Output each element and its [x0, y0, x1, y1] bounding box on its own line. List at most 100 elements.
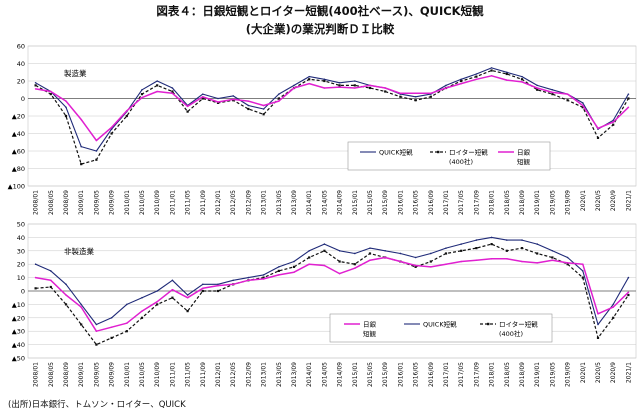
- data-point-tankan: [110, 326, 113, 328]
- y-tick-label: ▲60: [12, 148, 25, 156]
- x-tick-label: 2014/09: [337, 362, 344, 387]
- data-point-reuters: [536, 88, 539, 91]
- data-point-tankan: [338, 272, 341, 275]
- data-point-quick: [247, 276, 250, 279]
- x-tick-label: 2020/1: [580, 362, 587, 383]
- data-point-reuters: [49, 93, 52, 96]
- data-point-reuters: [262, 113, 265, 116]
- x-tick-label: 2008/01: [33, 190, 40, 215]
- data-point-reuters: [156, 303, 159, 306]
- data-point-quick: [490, 236, 493, 239]
- data-point-quick: [171, 279, 174, 282]
- data-point-tankan: [475, 259, 478, 261]
- data-point-quick: [354, 80, 356, 82]
- legend-label: 短観: [517, 157, 531, 166]
- series-line-tankan: [35, 75, 629, 142]
- data-point-reuters: [49, 285, 52, 289]
- data-point-reuters: [186, 110, 189, 113]
- data-point-quick: [34, 263, 37, 266]
- data-point-quick: [582, 270, 584, 272]
- data-point-reuters: [232, 99, 235, 102]
- x-tick-label: 2012/05: [230, 190, 237, 215]
- x-tick-label: 2010/09: [154, 190, 161, 215]
- data-point-tankan: [126, 322, 128, 324]
- data-point-quick: [262, 274, 265, 276]
- data-point-reuters: [414, 265, 417, 268]
- data-point-reuters: [125, 114, 128, 118]
- x-tick-label: 2011/05: [185, 190, 192, 215]
- data-point-quick: [232, 95, 234, 97]
- data-point-tankan: [536, 262, 538, 264]
- x-tick-label: 2008/09: [63, 190, 70, 215]
- data-point-reuters: [308, 78, 311, 81]
- data-point-reuters: [429, 95, 432, 98]
- data-point-reuters: [429, 260, 432, 263]
- data-point-tankan: [50, 279, 52, 282]
- x-tick-label: 2009/09: [109, 362, 116, 387]
- x-tick-label: 2010/05: [139, 190, 146, 215]
- data-point-reuters: [110, 336, 113, 339]
- legend-label: QUICK短観: [379, 148, 413, 157]
- data-point-reuters: [566, 263, 569, 266]
- data-point-reuters: [627, 97, 630, 100]
- x-tick-label: 2011/01: [169, 362, 176, 387]
- legend-label: ロイター短観: [499, 320, 538, 329]
- data-point-tankan: [156, 90, 158, 93]
- y-tick-label: ▲50: [12, 355, 25, 363]
- data-point-quick: [460, 78, 463, 81]
- x-tick-label: 2011/01: [169, 190, 176, 215]
- x-tick-label: 2018/05: [504, 190, 511, 215]
- x-tick-label: 2012/09: [245, 190, 252, 215]
- data-point-tankan: [369, 259, 371, 261]
- x-tick-label: 2019/05: [549, 190, 556, 215]
- data-point-tankan: [582, 104, 584, 107]
- data-point-reuters: [627, 293, 630, 297]
- legend-label: (400社): [499, 329, 523, 338]
- data-point-reuters: [490, 243, 493, 246]
- data-point-tankan: [34, 276, 37, 279]
- legend-label: (400社): [449, 157, 473, 166]
- data-point-quick: [126, 303, 128, 306]
- data-point-quick: [156, 290, 158, 292]
- x-tick-label: 2018/09: [519, 190, 526, 215]
- data-point-reuters: [140, 93, 144, 96]
- data-point-reuters: [475, 75, 478, 78]
- chart-title-line2: (大企業)の業況判断ＤＩ比較: [245, 22, 395, 36]
- x-tick-label: 2013/01: [261, 190, 268, 215]
- legend-label: 日銀: [517, 148, 531, 157]
- data-point-reuters: [414, 99, 417, 102]
- series-line-reuters: [35, 243, 629, 346]
- data-point-quick: [399, 252, 402, 255]
- data-point-quick: [293, 260, 295, 263]
- data-point-reuters: [353, 263, 356, 266]
- data-point-reuters: [201, 97, 204, 100]
- x-tick-label: 2016/09: [428, 362, 435, 387]
- panel-label: 非製造業: [64, 246, 94, 256]
- data-point-quick: [156, 80, 158, 82]
- data-point-quick: [414, 256, 417, 259]
- data-point-tankan: [80, 118, 82, 121]
- data-point-reuters: [536, 252, 539, 255]
- x-tick-label: 2016/01: [397, 190, 404, 215]
- y-tick-label: ▲30: [12, 328, 25, 336]
- data-point-reuters: [520, 247, 524, 250]
- data-point-tankan: [521, 81, 523, 83]
- data-point-tankan: [597, 312, 599, 315]
- data-point-tankan: [566, 262, 569, 264]
- data-point-reuters: [551, 256, 554, 259]
- x-tick-label: 2014/09: [337, 190, 344, 215]
- x-tick-label: 2019/09: [565, 190, 572, 215]
- data-point-reuters: [475, 247, 478, 250]
- y-tick-label: ▲80: [12, 165, 25, 173]
- data-point-reuters: [201, 289, 204, 293]
- data-point-reuters: [323, 79, 326, 83]
- x-tick-label: 2018/01: [489, 190, 496, 215]
- data-point-reuters: [277, 97, 280, 100]
- data-point-quick: [582, 102, 584, 104]
- data-point-tankan: [354, 87, 356, 89]
- data-point-tankan: [506, 258, 508, 260]
- data-point-tankan: [384, 256, 387, 259]
- data-point-quick: [521, 239, 523, 241]
- x-tick-label: 2011/05: [185, 362, 192, 387]
- data-point-reuters: [444, 252, 448, 255]
